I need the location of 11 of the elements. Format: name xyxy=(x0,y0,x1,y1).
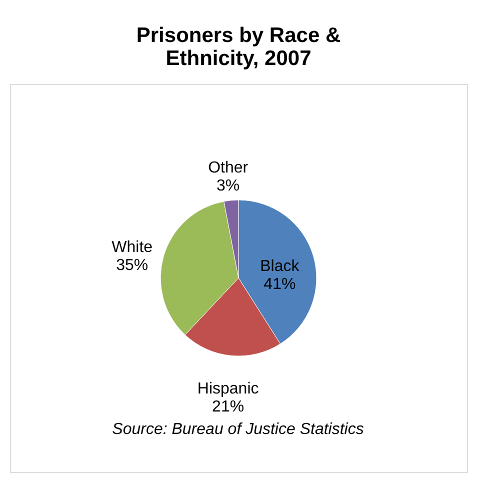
text: Prisoners by Race & xyxy=(136,24,341,47)
data-label: 21% xyxy=(212,398,244,416)
data-label: 35% xyxy=(116,257,148,274)
text: Ethnicity, 2007 xyxy=(166,47,312,70)
slice-label: Hispanic xyxy=(197,380,259,398)
slice-label: Other xyxy=(208,160,249,177)
slice-label: Black xyxy=(260,258,300,276)
data-label: 41% xyxy=(264,276,296,294)
source-note: Source: Bureau of Justice Statistics xyxy=(112,421,364,438)
slice-label: White xyxy=(112,239,153,256)
data-label: 3% xyxy=(216,178,240,195)
